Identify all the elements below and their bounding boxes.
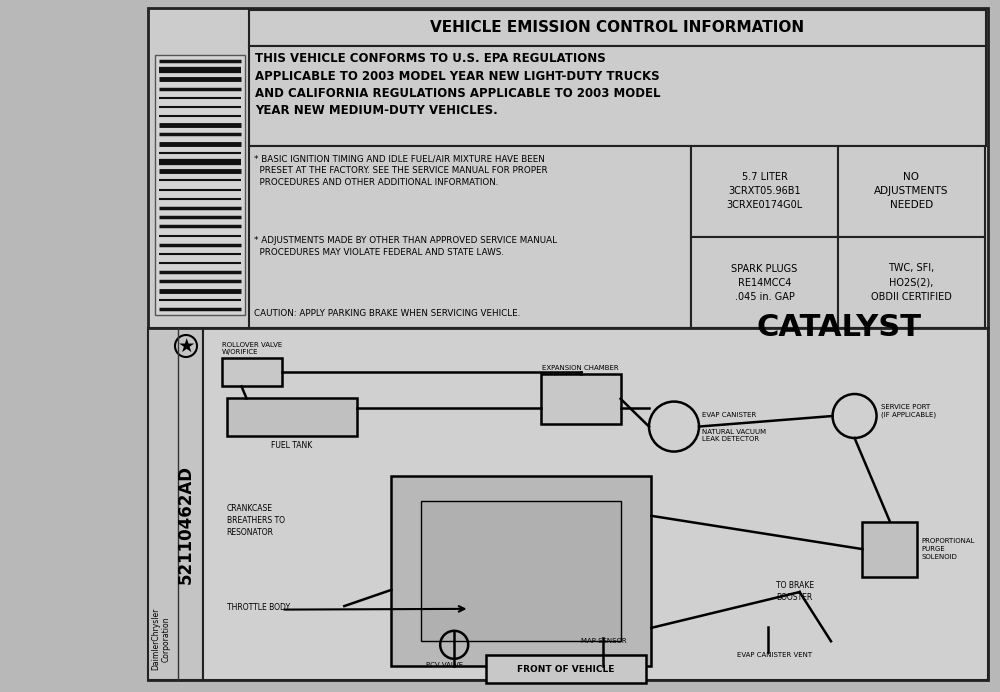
- Text: NATURAL VACUUM
LEAK DETECTOR: NATURAL VACUUM LEAK DETECTOR: [702, 428, 766, 441]
- Bar: [862, 522, 917, 576]
- Text: CAUTION: APPLY PARKING BRAKE WHEN SERVICING VEHICLE.: CAUTION: APPLY PARKING BRAKE WHEN SERVIC…: [254, 309, 520, 318]
- Bar: [249, 146, 691, 328]
- Text: TO BRAKE
BOOSTER: TO BRAKE BOOSTER: [776, 581, 814, 602]
- Text: SPARK PLUGS
RE14MCC4
.045 in. GAP: SPARK PLUGS RE14MCC4 .045 in. GAP: [731, 264, 798, 302]
- Text: PROPORTIONAL
PURGE
SOLENOID: PROPORTIONAL PURGE SOLENOID: [921, 538, 975, 560]
- Text: CATALYST: CATALYST: [756, 313, 921, 343]
- Bar: [155, 55, 245, 315]
- Text: NO
ADJUSTMENTS
NEEDED: NO ADJUSTMENTS NEEDED: [874, 172, 949, 210]
- Text: * ADJUSTMENTS MADE BY OTHER THAN APPROVED SERVICE MANUAL
  PROCEDURES MAY VIOLAT: * ADJUSTMENTS MADE BY OTHER THAN APPROVE…: [254, 236, 557, 257]
- Text: EVAP CANISTER: EVAP CANISTER: [702, 412, 756, 417]
- Bar: [838, 237, 985, 328]
- Bar: [148, 8, 988, 680]
- Bar: [249, 46, 986, 146]
- Bar: [391, 476, 651, 666]
- Text: FRONT OF VEHICLE: FRONT OF VEHICLE: [517, 665, 614, 674]
- Text: SERVICE PORT
(IF APPLICABLE): SERVICE PORT (IF APPLICABLE): [881, 404, 936, 417]
- Text: MAP SENSOR: MAP SENSOR: [581, 638, 626, 644]
- Text: CRANKCASE
BREATHERS TO
RESONATOR: CRANKCASE BREATHERS TO RESONATOR: [227, 504, 285, 536]
- Bar: [148, 328, 203, 680]
- Text: FUEL TANK: FUEL TANK: [271, 441, 312, 450]
- Text: TWC, SFI,
HO2S(2),
OBDII CERTIFIED: TWC, SFI, HO2S(2), OBDII CERTIFIED: [871, 264, 952, 302]
- Bar: [691, 237, 838, 328]
- Text: 5.7 LITER
3CRXT05.96B1
3CRXE0174G0L: 5.7 LITER 3CRXT05.96B1 3CRXE0174G0L: [726, 172, 803, 210]
- Text: PCV VALVE: PCV VALVE: [426, 662, 463, 668]
- Text: DaimlerChrysler
Corporation: DaimlerChrysler Corporation: [151, 608, 171, 670]
- Bar: [838, 146, 985, 237]
- Text: ★: ★: [177, 336, 195, 356]
- Bar: [203, 328, 988, 680]
- Bar: [421, 501, 621, 641]
- Bar: [249, 10, 986, 46]
- Text: EXPANSION CHAMBER: EXPANSION CHAMBER: [542, 365, 619, 371]
- Text: 52110462AD: 52110462AD: [177, 464, 195, 583]
- Bar: [227, 399, 357, 437]
- Text: THIS VEHICLE CONFORMS TO U.S. EPA REGULATIONS
APPLICABLE TO 2003 MODEL YEAR NEW : THIS VEHICLE CONFORMS TO U.S. EPA REGULA…: [255, 52, 660, 118]
- Bar: [541, 374, 621, 424]
- Bar: [486, 655, 646, 684]
- Text: ROLLOVER VALVE
W/ORIFICE: ROLLOVER VALVE W/ORIFICE: [222, 343, 282, 356]
- Text: VEHICLE EMISSION CONTROL INFORMATION: VEHICLE EMISSION CONTROL INFORMATION: [430, 21, 805, 35]
- Bar: [691, 146, 838, 237]
- Bar: [222, 358, 282, 386]
- Text: EVAP CANISTER VENT: EVAP CANISTER VENT: [737, 652, 812, 658]
- Text: THROTTLE BODY: THROTTLE BODY: [227, 603, 290, 612]
- Text: * BASIC IGNITION TIMING AND IDLE FUEL/AIR MIXTURE HAVE BEEN
  PRESET AT THE FACT: * BASIC IGNITION TIMING AND IDLE FUEL/AI…: [254, 154, 548, 187]
